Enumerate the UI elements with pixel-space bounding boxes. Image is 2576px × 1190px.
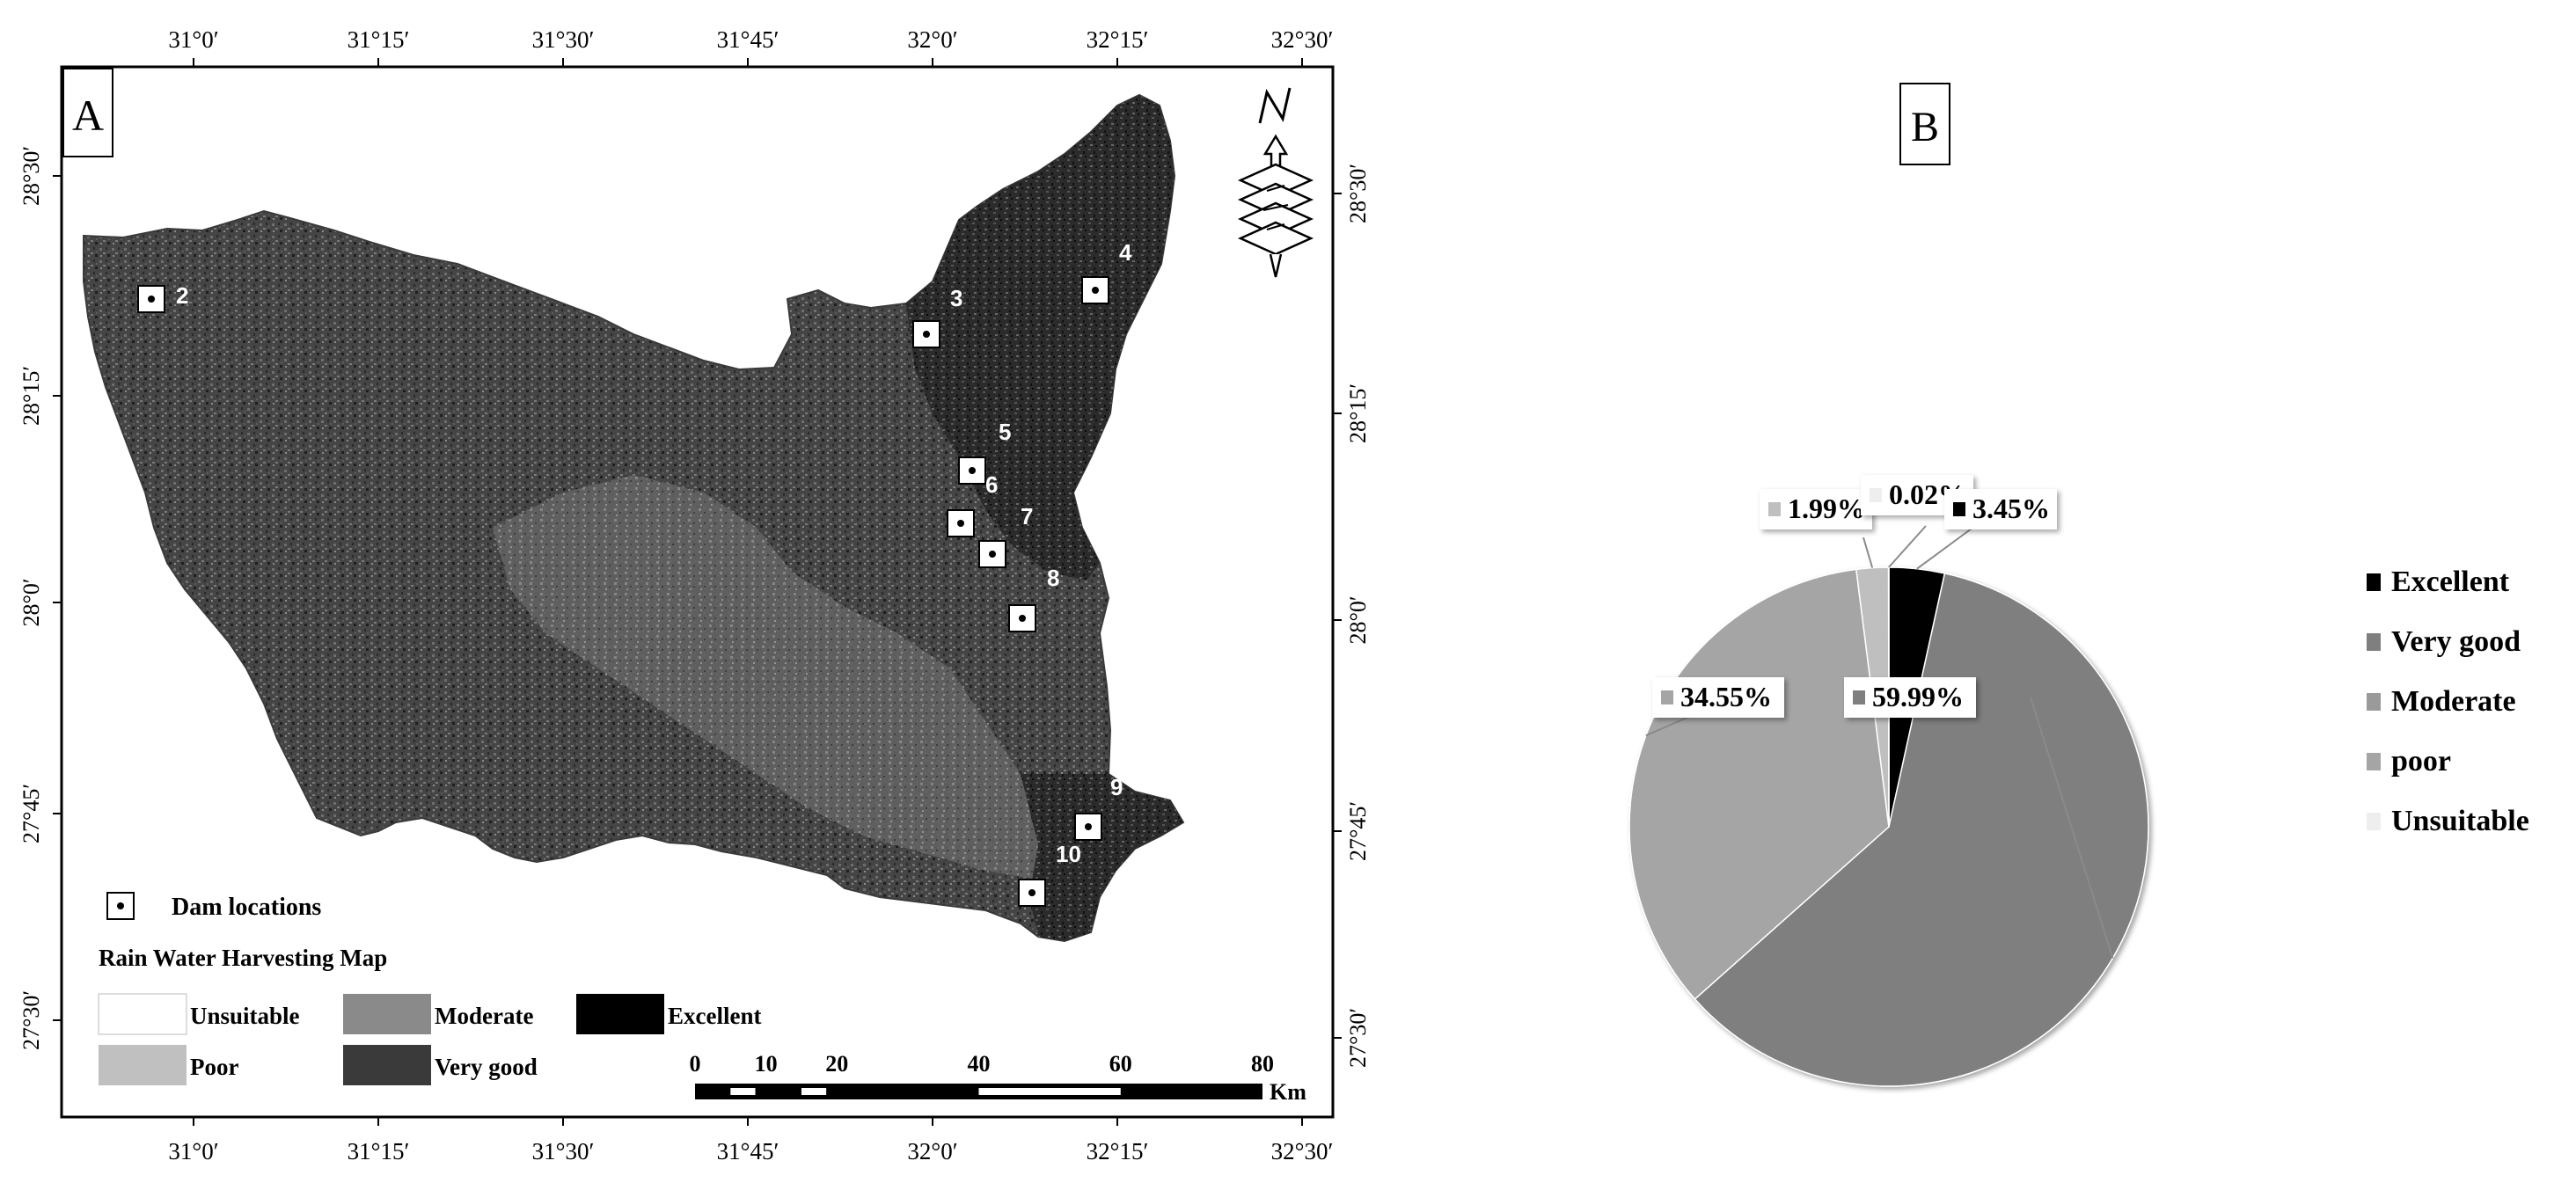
legend-swatch-poor <box>99 1045 187 1085</box>
pie-legend-label-excellent: Excellent <box>2391 566 2510 598</box>
left-tick-label: 27°45′ <box>18 784 44 843</box>
right-lat-ticks: 28°30′ 28°15′ 28°0′ 27°45′ 27°30′ <box>1333 164 1371 1068</box>
scale-tick-label: 20 <box>825 1051 848 1077</box>
top-tick-label: 32°15′ <box>1087 26 1149 53</box>
bottom-tick-label: 31°0′ <box>168 1138 218 1164</box>
legend-label-very-good: Very good <box>435 1054 538 1080</box>
pie-legend-swatch-unsuitable <box>2367 813 2381 830</box>
dam-legend-dot <box>117 902 124 909</box>
bottom-tick-label: 31°45′ <box>717 1138 779 1164</box>
pie-legend-swatch-moderate <box>2367 693 2381 711</box>
panel-a-label: A <box>72 91 104 140</box>
dam-legend-label: Dam locations <box>172 894 321 921</box>
pie-label-swatch <box>1768 502 1781 516</box>
dam-dot-4 <box>1092 287 1099 294</box>
legend-swatch-excellent <box>576 994 664 1034</box>
dam-dot-7 <box>989 551 996 558</box>
pie-legend-label-poor: poor <box>2391 745 2451 778</box>
pie-leader-line <box>1917 526 1975 569</box>
pie-leader-line <box>1889 526 1926 567</box>
scale-tick-label: 10 <box>755 1051 778 1077</box>
top-tick-label: 32°0′ <box>907 26 957 53</box>
pie-label-swatch <box>1661 690 1673 705</box>
dam-dot-8 <box>1019 615 1026 622</box>
pie-chart-svg: B 1.99%0.02%3.45%59.99%34.55% ExcellentV… <box>1372 0 2576 1186</box>
pie-legend-swatch-excellent <box>2367 573 2381 591</box>
pie-legend-label-very-good: Very good <box>2391 625 2521 658</box>
scale-bar-segment <box>979 1088 1121 1095</box>
left-tick-label: 28°15′ <box>18 366 44 426</box>
left-tick-label: 28°30′ <box>18 146 44 206</box>
top-lon-ticks: 31°0′ 31°15′ 31°30′ 31°45′ 32°0′ 32°15′ 32°30′ <box>168 26 1333 67</box>
top-tick-label: 31°45′ <box>717 26 779 53</box>
map-svg: A 31°0′ 31°15′ 31°30′ 31°45′ 32°0′ 32°15′ 32°3… <box>0 0 1372 1186</box>
dam-label-4: 4 <box>1119 239 1132 266</box>
right-tick-label: 28°15′ <box>1345 383 1371 443</box>
scale-tick-label: 40 <box>968 1051 991 1077</box>
panel-b-label: B <box>1911 104 1939 150</box>
right-tick-label: 28°30′ <box>1345 164 1371 223</box>
dam-label-9: 9 <box>1110 774 1123 800</box>
left-lat-ticks: 28°30′ 28°15′ 28°0′ 27°45′ 27°30′ <box>18 146 62 1050</box>
dam-dot-10 <box>1028 889 1036 896</box>
legend-title: Rain Water Harvesting Map <box>99 945 387 971</box>
bottom-tick-label: 32°30′ <box>1271 1138 1334 1164</box>
pie-legend-swatch-very-good <box>2367 633 2381 651</box>
scale-unit-label: Km <box>1270 1079 1306 1105</box>
dam-dot-5 <box>969 467 976 474</box>
dam-label-3: 3 <box>950 285 962 311</box>
dam-label-7: 7 <box>1021 503 1033 529</box>
right-tick-label: 27°30′ <box>1345 1008 1371 1068</box>
pie-data-label: 1.99% <box>1788 493 1865 524</box>
legend-label-unsuitable: Unsuitable <box>190 1003 300 1029</box>
bottom-lon-ticks: 31°0′ 31°15′ 31°30′ 31°45′ 32°0′ 32°15′ 32°30′ <box>168 1117 1333 1164</box>
bottom-tick-label: 31°30′ <box>532 1138 595 1164</box>
top-tick-label: 31°0′ <box>168 26 218 53</box>
pie-legend: Excellent Very good Moderate poor Unsuitable <box>2367 566 2529 837</box>
dam-label-5: 5 <box>999 419 1011 445</box>
pie-label-swatch <box>1953 502 1965 516</box>
pie-label-swatch <box>1870 488 1882 502</box>
legend-label-moderate: Moderate <box>435 1003 533 1029</box>
top-tick-label: 32°30′ <box>1271 26 1334 53</box>
dam-label-8: 8 <box>1047 565 1059 591</box>
scale-bar-segment <box>801 1088 826 1095</box>
legend-swatch-very-good <box>343 1045 431 1085</box>
left-tick-label: 28°0′ <box>18 578 44 626</box>
pie-data-label: 59.99% <box>1872 681 1964 712</box>
legend-label-excellent: Excellent <box>668 1003 761 1029</box>
legend-swatch-unsuitable <box>99 994 187 1034</box>
pie-leader-line <box>1863 537 1872 568</box>
top-tick-label: 31°15′ <box>348 26 410 53</box>
pie-legend-label-unsuitable: Unsuitable <box>2391 805 2529 837</box>
dam-dot-2 <box>148 296 155 303</box>
dam-dot-6 <box>957 520 964 527</box>
dam-dot-9 <box>1085 823 1092 830</box>
dam-label-2: 2 <box>176 282 188 309</box>
bottom-tick-label: 32°15′ <box>1087 1138 1149 1164</box>
right-tick-label: 28°0′ <box>1345 595 1371 644</box>
panel-a-map: A 31°0′ 31°15′ 31°30′ 31°45′ 32°0′ 32°15′ 32°3… <box>0 0 1372 1186</box>
pie-label-swatch <box>1853 690 1865 705</box>
bottom-tick-label: 32°0′ <box>907 1138 957 1164</box>
pie-data-label: 3.45% <box>1972 493 2050 524</box>
dam-label-6: 6 <box>985 471 998 498</box>
scale-tick-label: 0 <box>690 1051 701 1077</box>
pie-data-label: 34.55% <box>1680 681 1772 712</box>
legend-swatch-moderate <box>343 994 431 1034</box>
right-tick-label: 27°45′ <box>1345 801 1371 861</box>
left-tick-label: 27°30′ <box>18 990 44 1050</box>
legend-label-poor: Poor <box>190 1054 238 1080</box>
scale-tick-label: 80 <box>1251 1051 1274 1077</box>
pie-legend-label-moderate: Moderate <box>2391 685 2516 718</box>
dam-dot-3 <box>923 331 930 338</box>
dam-label-10: 10 <box>1056 841 1081 867</box>
bottom-tick-label: 31°15′ <box>348 1138 410 1164</box>
pie-legend-swatch-poor <box>2367 753 2381 770</box>
scale-tick-label: 60 <box>1109 1051 1132 1077</box>
scale-bar-segment <box>730 1088 755 1095</box>
top-tick-label: 31°30′ <box>532 26 595 53</box>
